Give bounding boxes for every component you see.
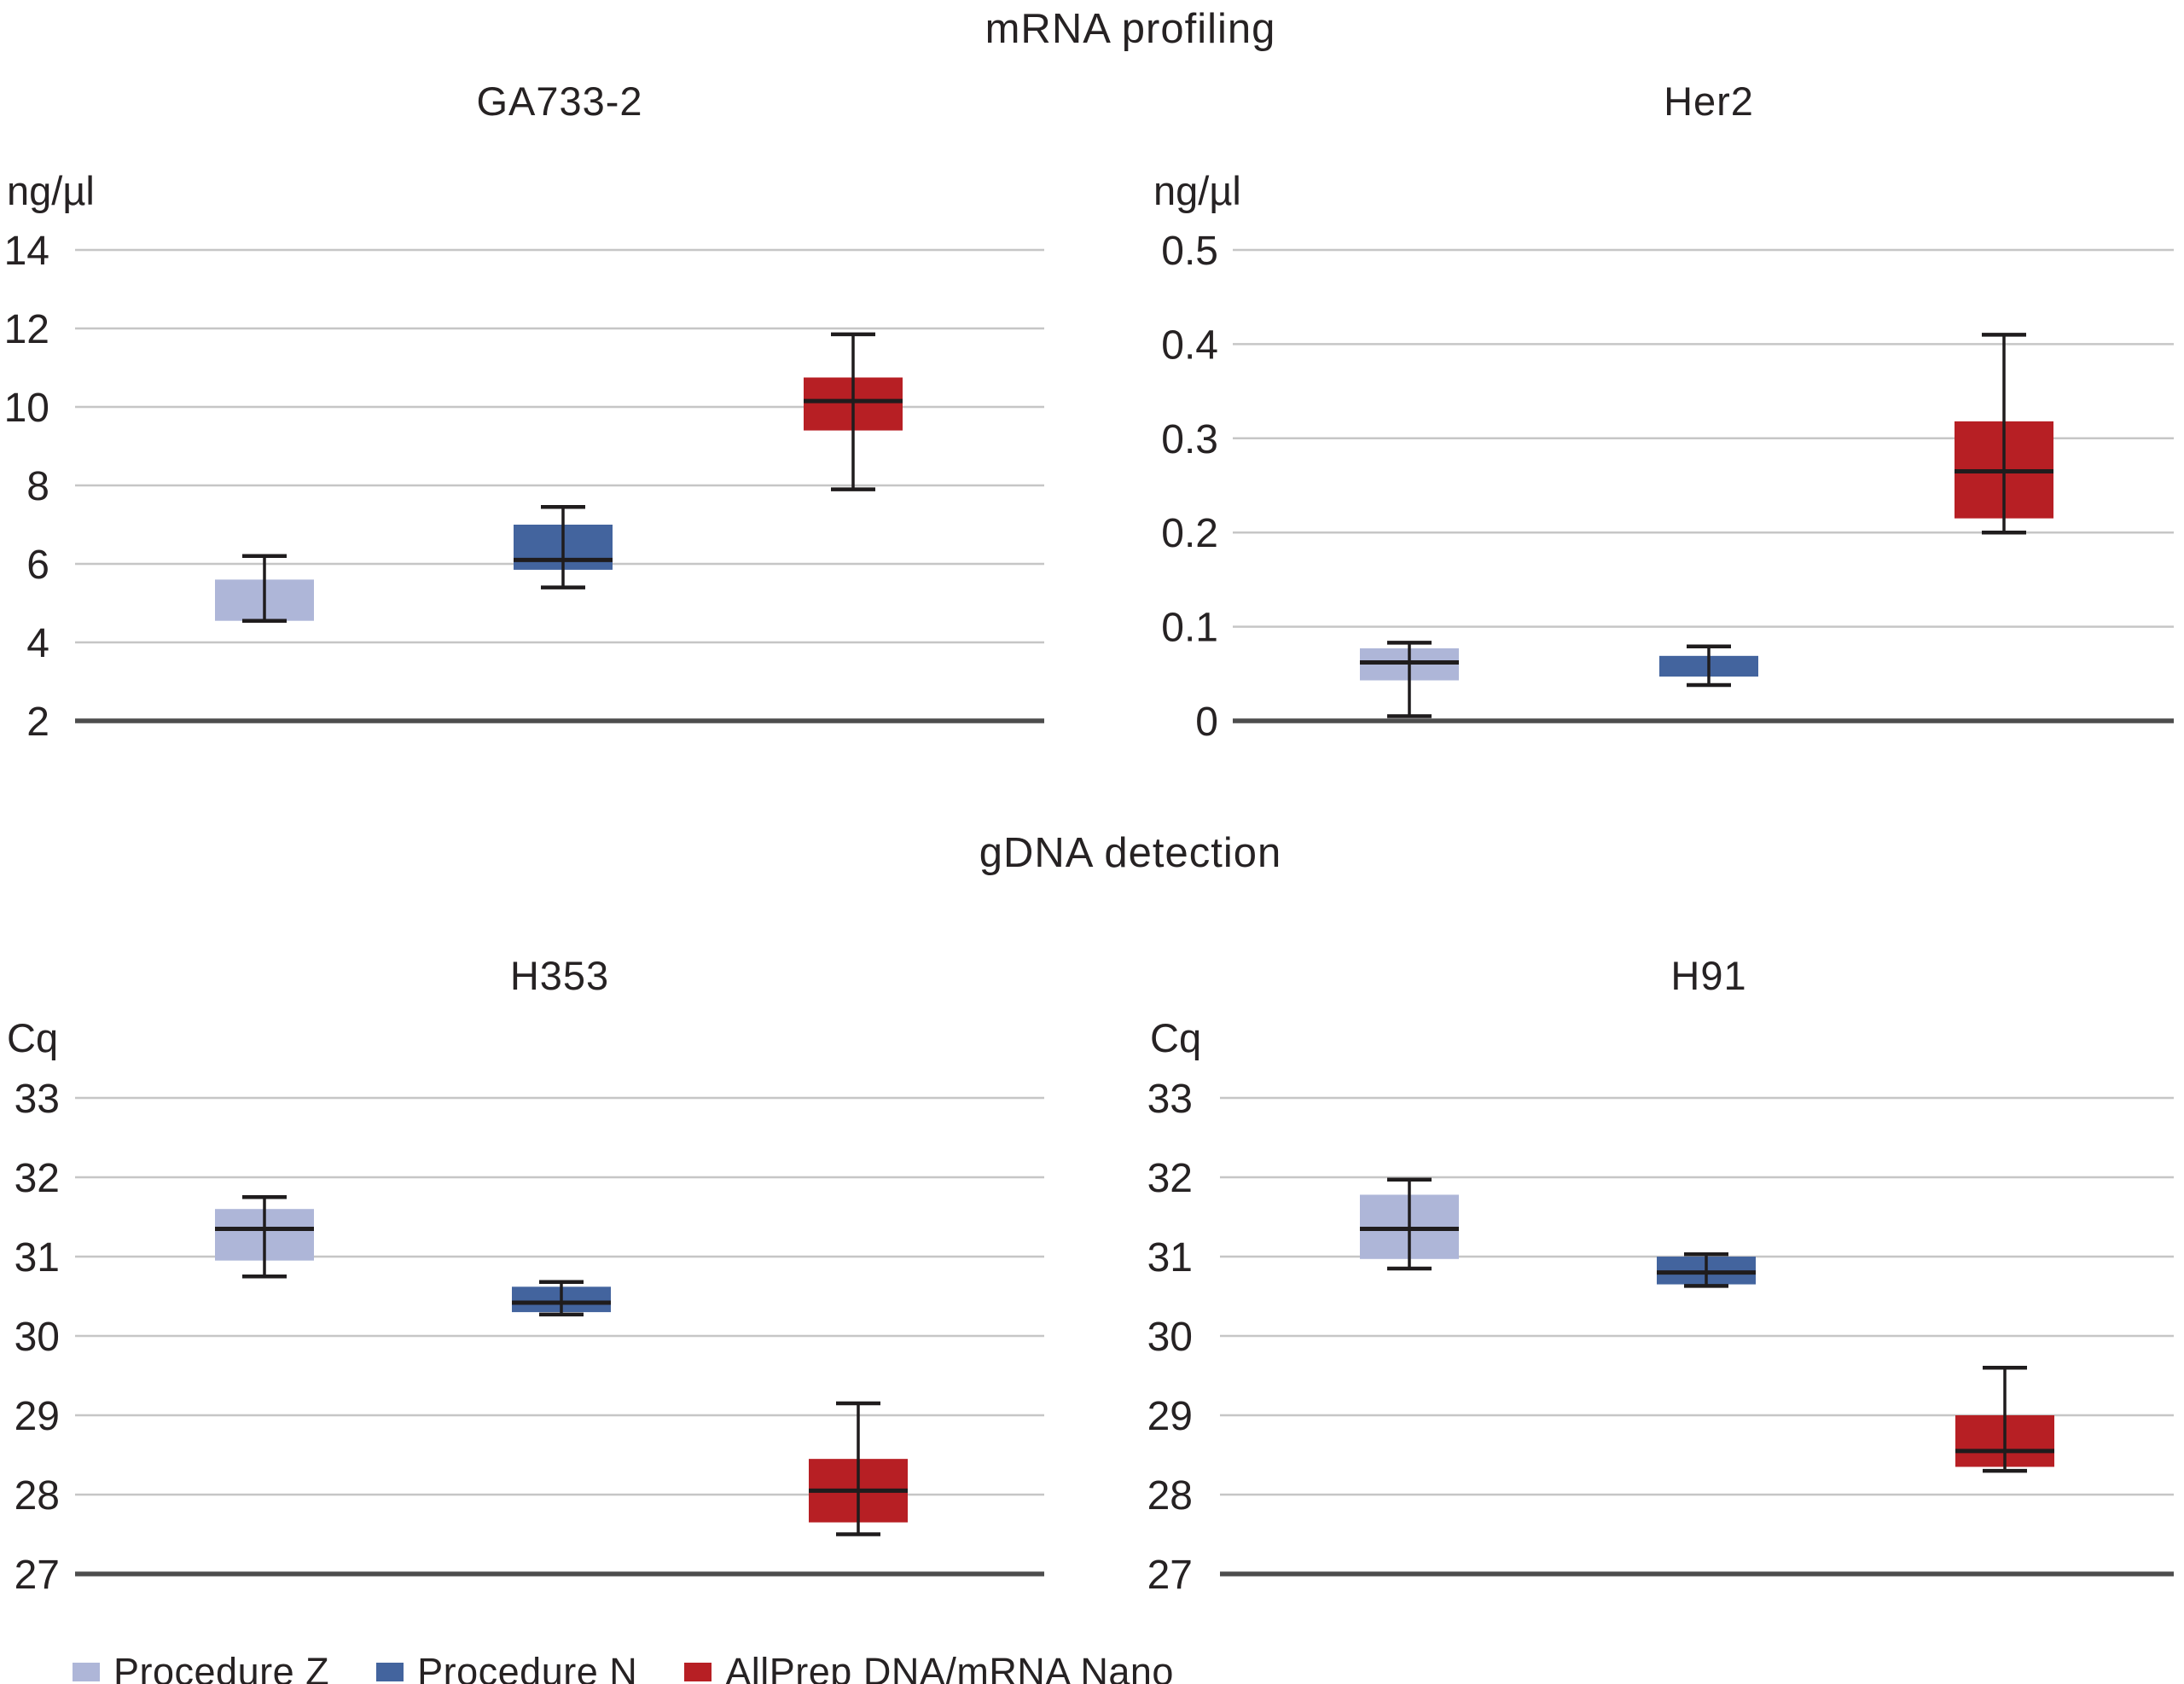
y-tick-label: 0.1 bbox=[1161, 606, 1218, 651]
chart-subtitle: H353 bbox=[510, 953, 609, 998]
chart-subtitle: H91 bbox=[1670, 953, 1746, 998]
chart-h353: H353 Cq 27 28 29 30 31 32 33 bbox=[7, 953, 1044, 1598]
y-tick-label: 29 bbox=[15, 1394, 60, 1439]
y-tick-label: 4 bbox=[26, 621, 49, 666]
y-tick-label: 30 bbox=[15, 1315, 60, 1360]
legend-label-allprep: AllPrep DNA/mRNA Nano bbox=[725, 1650, 1174, 1684]
y-axis-unit-label: Cq bbox=[1150, 1015, 1201, 1060]
y-tick-label: 0.4 bbox=[1161, 322, 1218, 368]
y-tick-label: 14 bbox=[4, 229, 49, 274]
chart-h91: H91 Cq 27 28 29 30 31 32 33 bbox=[1147, 953, 2174, 1598]
legend-item-procedure-n: Procedure N bbox=[376, 1650, 637, 1684]
y-tick-label: 28 bbox=[1147, 1473, 1193, 1519]
legend-swatch-procedure-z bbox=[73, 1663, 100, 1681]
legend-swatch-allprep bbox=[684, 1663, 712, 1681]
legend-label-procedure-n: Procedure N bbox=[417, 1650, 638, 1684]
y-tick-label: 33 bbox=[1147, 1077, 1193, 1122]
y-tick-label: 31 bbox=[15, 1235, 60, 1280]
legend: Procedure Z Procedure N AllPrep DNA/mRNA… bbox=[73, 1650, 1174, 1684]
chart-subtitle: GA733-2 bbox=[476, 78, 642, 124]
legend-swatch-procedure-n bbox=[376, 1663, 404, 1681]
section-title-mrna-profiling: mRNA profiling bbox=[985, 6, 1276, 52]
y-axis-unit-label: Cq bbox=[7, 1015, 58, 1060]
chart-her2: Her2 ng/µl 0 0.1 0.2 0.3 0.4 0.5 bbox=[1153, 78, 2174, 745]
y-tick-label: 33 bbox=[15, 1077, 60, 1122]
y-tick-label: 0 bbox=[1195, 700, 1218, 745]
y-tick-label: 12 bbox=[4, 307, 49, 352]
y-tick-label: 32 bbox=[1147, 1156, 1193, 1201]
y-tick-label: 0.3 bbox=[1161, 417, 1218, 462]
y-tick-label: 28 bbox=[15, 1473, 60, 1519]
y-tick-label: 0.5 bbox=[1161, 229, 1218, 274]
legend-item-allprep: AllPrep DNA/mRNA Nano bbox=[684, 1650, 1174, 1684]
y-tick-label: 32 bbox=[15, 1156, 60, 1201]
y-tick-label: 27 bbox=[15, 1553, 60, 1598]
y-tick-label: 10 bbox=[4, 386, 49, 431]
y-tick-label: 31 bbox=[1147, 1235, 1193, 1280]
y-tick-label: 30 bbox=[1147, 1315, 1193, 1360]
chart-ga733-2: GA733-2 ng/µl 2 4 6 8 10 12 14 bbox=[4, 78, 1044, 745]
y-axis-unit-label: ng/µl bbox=[7, 168, 95, 213]
y-tick-label: 8 bbox=[26, 464, 49, 509]
legend-label-procedure-z: Procedure Z bbox=[113, 1650, 330, 1684]
y-tick-label: 0.2 bbox=[1161, 511, 1218, 556]
section-title-gdna-detection: gDNA detection bbox=[979, 830, 1282, 876]
legend-item-procedure-z: Procedure Z bbox=[73, 1650, 329, 1684]
y-tick-label: 27 bbox=[1147, 1553, 1193, 1598]
y-axis-unit-label: ng/µl bbox=[1153, 168, 1241, 213]
y-tick-label: 29 bbox=[1147, 1394, 1193, 1439]
y-tick-label: 2 bbox=[26, 700, 49, 745]
y-tick-label: 6 bbox=[26, 543, 49, 588]
chart-subtitle: Her2 bbox=[1664, 78, 1754, 124]
